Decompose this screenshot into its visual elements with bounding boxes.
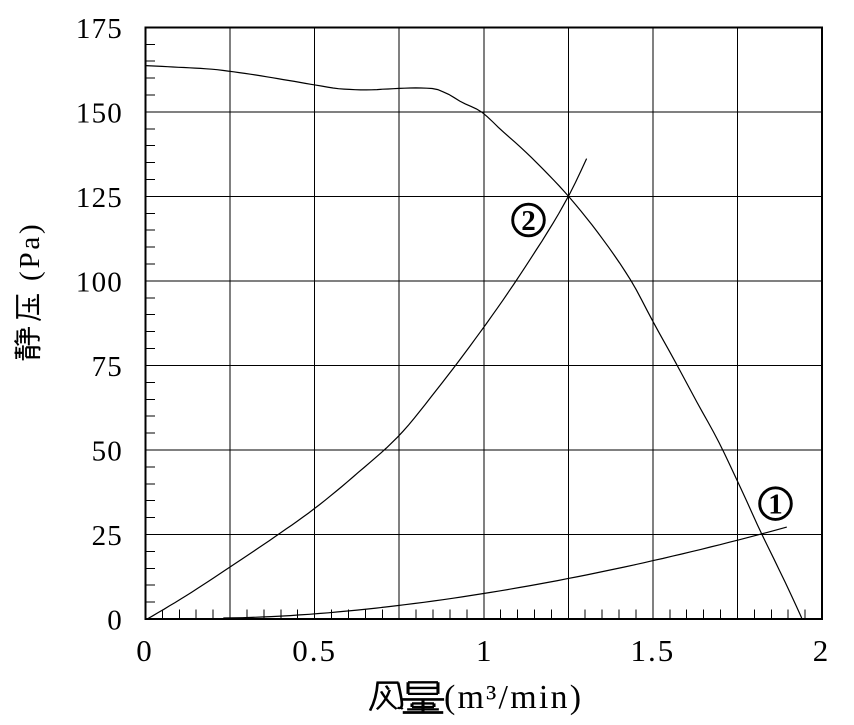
svg-text:1: 1 bbox=[768, 489, 783, 521]
svg-text:25: 25 bbox=[92, 520, 123, 552]
svg-text:0: 0 bbox=[107, 604, 123, 636]
svg-text:75: 75 bbox=[92, 351, 123, 383]
svg-text:50: 50 bbox=[92, 435, 123, 467]
svg-text:1: 1 bbox=[476, 633, 492, 668]
svg-text:125: 125 bbox=[76, 182, 123, 214]
svg-text:175: 175 bbox=[76, 13, 123, 45]
svg-text:0.5: 0.5 bbox=[292, 633, 337, 668]
svg-text:1.5: 1.5 bbox=[631, 633, 676, 668]
svg-text:100: 100 bbox=[76, 266, 123, 298]
svg-text:2: 2 bbox=[521, 205, 536, 237]
svg-text:150: 150 bbox=[76, 97, 123, 129]
svg-text:2: 2 bbox=[813, 633, 829, 668]
svg-text:0: 0 bbox=[136, 633, 152, 668]
svg-text:(Pa): (Pa) bbox=[14, 221, 46, 281]
svg-text:(m³/min): (m³/min) bbox=[444, 679, 583, 716]
